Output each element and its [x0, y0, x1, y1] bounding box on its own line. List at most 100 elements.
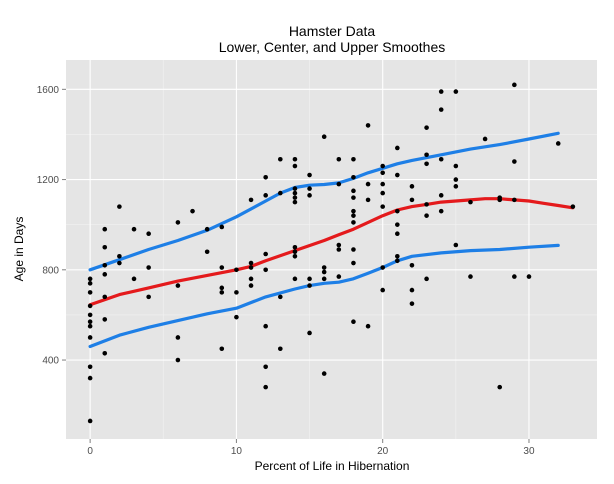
data-point	[146, 231, 151, 237]
data-point	[263, 384, 268, 390]
data-point	[117, 260, 122, 266]
data-point	[497, 384, 503, 390]
data-point	[87, 375, 93, 381]
data-point	[87, 418, 93, 424]
x-tick-label: 20	[377, 446, 389, 457]
data-point	[365, 197, 371, 203]
data-point	[409, 301, 415, 306]
data-point	[234, 290, 239, 295]
data-point	[219, 290, 225, 295]
data-point	[438, 208, 444, 214]
data-point	[512, 82, 517, 88]
data-point	[351, 319, 356, 324]
smooth-lines	[88, 131, 575, 349]
data-point	[321, 276, 327, 282]
data-point	[292, 244, 298, 250]
data-point	[87, 281, 93, 286]
data-point	[380, 287, 385, 293]
data-point	[409, 184, 415, 189]
data-point	[102, 350, 108, 356]
data-point	[102, 226, 108, 232]
data-point	[468, 274, 473, 279]
data-point	[351, 195, 356, 200]
data-point	[117, 204, 122, 209]
data-point	[175, 335, 181, 340]
data-point	[424, 161, 429, 167]
data-points	[87, 82, 576, 424]
data-point	[497, 195, 503, 200]
data-point	[204, 226, 210, 232]
data-point	[292, 276, 298, 282]
x-tick-label: 30	[523, 446, 535, 457]
data-point	[438, 107, 444, 112]
data-point	[321, 265, 327, 270]
data-point	[336, 181, 342, 187]
data-point	[117, 253, 122, 259]
x-axis-label: Percent of Life in Hibernation	[255, 459, 410, 473]
data-point	[292, 156, 298, 162]
data-point	[175, 220, 181, 225]
data-point	[321, 371, 327, 376]
data-point	[395, 231, 400, 237]
data-point	[278, 346, 283, 352]
data-point	[307, 186, 312, 191]
data-point	[409, 287, 415, 293]
data-point	[292, 253, 298, 259]
data-point	[87, 364, 93, 370]
data-point	[351, 175, 356, 180]
data-point	[468, 199, 473, 205]
data-point	[453, 163, 459, 169]
data-point	[336, 156, 342, 162]
data-point	[87, 312, 93, 318]
data-point	[234, 267, 239, 273]
data-point	[453, 177, 459, 182]
data-point	[438, 193, 444, 198]
data-point	[102, 272, 108, 277]
data-point	[190, 208, 195, 214]
data-point	[336, 247, 342, 252]
data-point	[307, 283, 312, 288]
data-point	[102, 244, 108, 250]
data-point	[351, 213, 356, 218]
data-point	[307, 330, 312, 336]
data-point	[424, 276, 429, 282]
data-point	[336, 242, 342, 248]
grid-lines	[66, 60, 597, 439]
data-point	[351, 208, 356, 214]
data-point	[380, 204, 385, 209]
data-point	[87, 323, 93, 329]
data-point	[395, 222, 400, 227]
data-point	[321, 134, 327, 140]
data-point	[307, 276, 312, 282]
data-point	[365, 323, 371, 329]
data-point	[351, 220, 356, 225]
data-point	[234, 314, 239, 320]
data-point	[424, 152, 429, 158]
data-point	[424, 125, 429, 130]
center-smooth-line	[88, 197, 575, 307]
data-point	[263, 251, 268, 257]
y-axis-ticks: 400 800 1200 1600	[37, 85, 66, 367]
data-point	[395, 145, 400, 151]
data-point	[351, 156, 356, 162]
data-point	[438, 156, 444, 162]
data-point	[263, 364, 268, 370]
data-point	[453, 89, 459, 94]
data-point	[395, 208, 400, 214]
data-point	[292, 195, 298, 200]
data-point	[87, 303, 93, 309]
y-tick-label: 1200	[37, 175, 60, 186]
data-point	[424, 202, 429, 207]
x-axis-ticks: 0 10 20 30	[87, 439, 535, 457]
data-point	[146, 265, 151, 270]
data-point	[351, 188, 356, 194]
data-point	[278, 156, 283, 162]
data-point	[87, 319, 93, 324]
data-point	[555, 141, 561, 146]
data-point	[438, 89, 444, 94]
data-point	[248, 276, 254, 282]
y-axis-label: Age in Days	[12, 217, 26, 282]
data-point	[570, 204, 576, 209]
data-point	[365, 181, 371, 187]
